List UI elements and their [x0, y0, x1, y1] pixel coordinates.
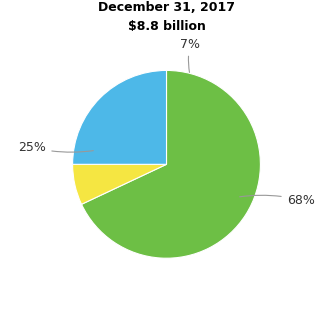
Title: Revenues by Segment for Year Ended
December 31, 2017
$8.8 billion: Revenues by Segment for Year Ended Decem…: [34, 0, 299, 33]
Text: 68%: 68%: [240, 193, 315, 207]
Wedge shape: [73, 164, 166, 204]
Wedge shape: [82, 70, 260, 258]
Text: 7%: 7%: [180, 38, 200, 72]
Wedge shape: [73, 70, 166, 164]
Text: 25%: 25%: [18, 141, 93, 154]
